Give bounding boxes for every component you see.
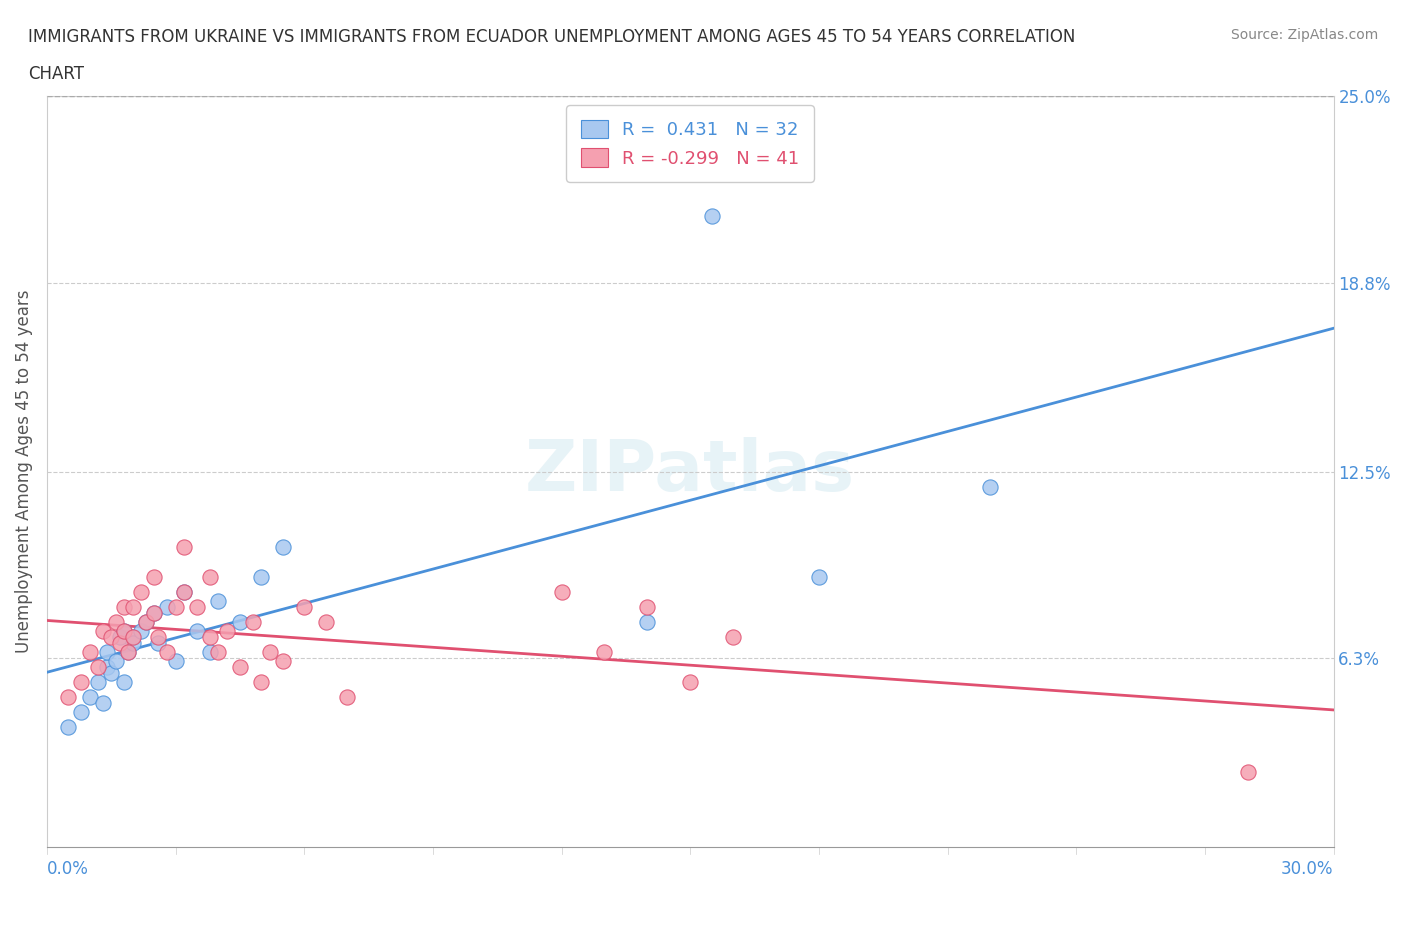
Point <box>700 209 723 224</box>
Text: 30.0%: 30.0% <box>1281 860 1333 879</box>
Point <box>112 623 135 638</box>
Point <box>242 615 264 630</box>
Point <box>292 599 315 614</box>
Point <box>70 674 93 689</box>
Point <box>679 674 702 689</box>
Point <box>198 630 221 644</box>
Point <box>207 644 229 659</box>
Point <box>259 644 281 659</box>
Point <box>129 584 152 599</box>
Point <box>70 704 93 719</box>
Point <box>112 599 135 614</box>
Y-axis label: Unemployment Among Ages 45 to 54 years: Unemployment Among Ages 45 to 54 years <box>15 290 32 654</box>
Point <box>173 584 195 599</box>
Point <box>135 615 157 630</box>
Point <box>148 635 170 650</box>
Point <box>100 665 122 680</box>
Point <box>229 615 252 630</box>
Point <box>121 630 143 644</box>
Point <box>148 630 170 644</box>
Point <box>198 569 221 584</box>
Point <box>117 644 139 659</box>
Point <box>112 623 135 638</box>
Point <box>121 599 143 614</box>
Point <box>271 654 294 669</box>
Point <box>156 599 179 614</box>
Point <box>186 623 208 638</box>
Point <box>58 689 80 704</box>
Point <box>156 644 179 659</box>
Point <box>104 654 127 669</box>
Point <box>87 674 110 689</box>
Point <box>186 599 208 614</box>
Point <box>315 615 337 630</box>
Point <box>100 630 122 644</box>
Point <box>79 689 101 704</box>
Legend: R =  0.431   N = 32, R = -0.299   N = 41: R = 0.431 N = 32, R = -0.299 N = 41 <box>567 105 814 182</box>
Point <box>121 630 143 644</box>
Point <box>979 479 1001 494</box>
Point <box>1236 764 1258 779</box>
Point <box>636 599 658 614</box>
Point <box>173 584 195 599</box>
Point <box>143 569 166 584</box>
Point <box>336 689 359 704</box>
Point <box>143 605 166 620</box>
Point <box>550 584 572 599</box>
Point <box>229 659 252 674</box>
Point <box>207 593 229 608</box>
Point <box>121 635 143 650</box>
Point <box>165 654 187 669</box>
Point <box>91 696 114 711</box>
Point <box>135 615 157 630</box>
Point <box>271 539 294 554</box>
Point <box>117 644 139 659</box>
Point <box>250 674 273 689</box>
Text: 0.0%: 0.0% <box>46 860 89 879</box>
Point <box>636 615 658 630</box>
Text: Source: ZipAtlas.com: Source: ZipAtlas.com <box>1230 28 1378 42</box>
Point <box>79 644 101 659</box>
Point <box>96 644 118 659</box>
Text: ZIPatlas: ZIPatlas <box>524 437 855 506</box>
Text: IMMIGRANTS FROM UKRAINE VS IMMIGRANTS FROM ECUADOR UNEMPLOYMENT AMONG AGES 45 TO: IMMIGRANTS FROM UKRAINE VS IMMIGRANTS FR… <box>28 28 1076 46</box>
Point <box>165 599 187 614</box>
Point <box>96 659 118 674</box>
Point <box>173 539 195 554</box>
Point <box>215 623 238 638</box>
Point <box>593 644 616 659</box>
Point <box>112 674 135 689</box>
Point <box>87 659 110 674</box>
Point <box>250 569 273 584</box>
Point <box>143 605 166 620</box>
Point <box>104 615 127 630</box>
Point <box>807 569 830 584</box>
Point <box>108 630 131 644</box>
Point <box>721 630 744 644</box>
Point <box>129 623 152 638</box>
Point <box>91 623 114 638</box>
Text: CHART: CHART <box>28 65 84 83</box>
Point <box>108 635 131 650</box>
Point <box>198 644 221 659</box>
Point <box>58 720 80 735</box>
